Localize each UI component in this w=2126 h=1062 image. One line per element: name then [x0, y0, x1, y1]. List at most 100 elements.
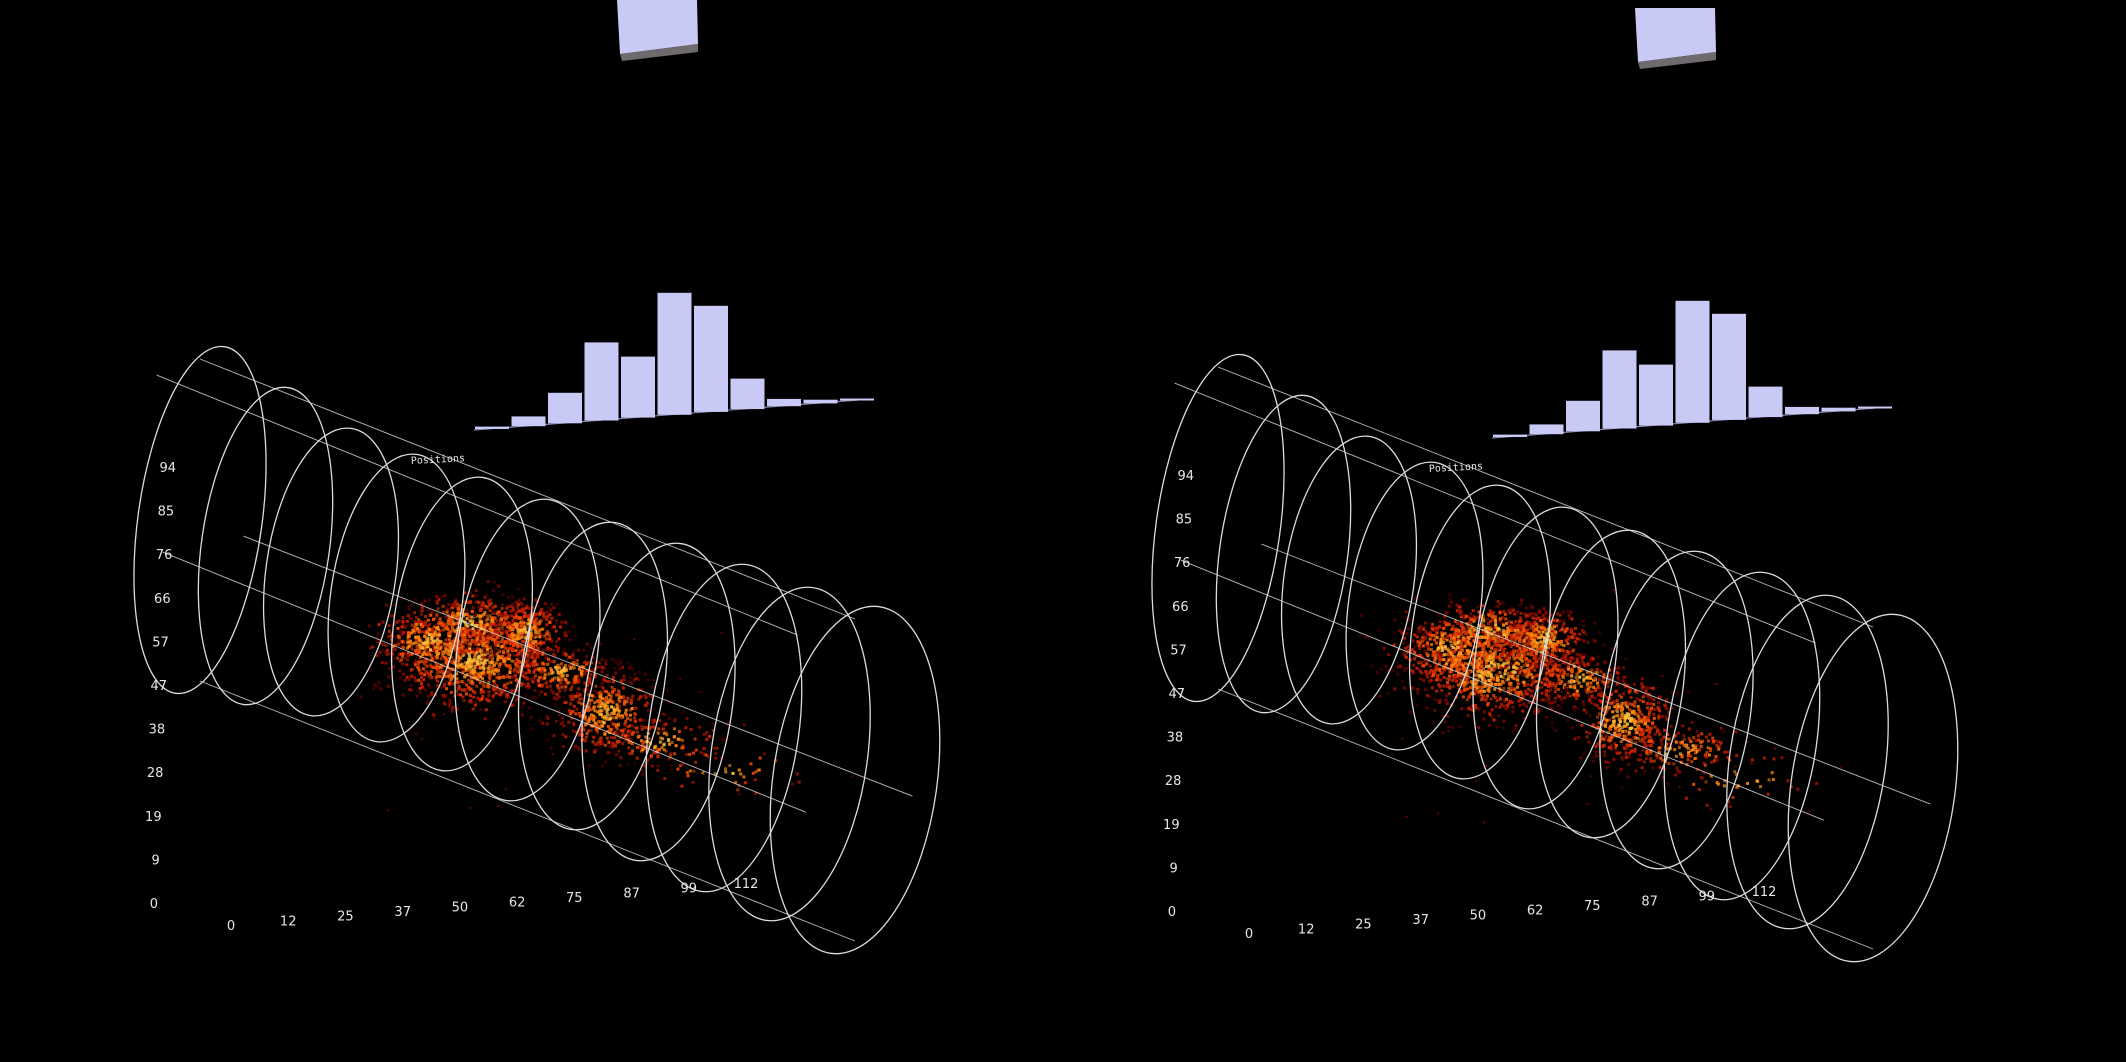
histogram-bar: [840, 398, 874, 401]
cylinder-ring: [581, 542, 736, 862]
horizontal-axis: 0 12 25 37 50 62 75 87 99 112: [1245, 885, 1777, 942]
horizontal-axis: 0 12 25 37 50 62 75 87 99 112: [227, 877, 759, 934]
histogram-bar: [767, 398, 801, 407]
histogram-bar: [1493, 434, 1527, 437]
cylinder-ring: [454, 498, 601, 802]
cylinder-ring: [1345, 461, 1484, 751]
floating-block: [1635, 8, 1716, 69]
histogram-bar: [730, 378, 765, 410]
vertical-tick-label: 57: [152, 635, 169, 650]
horizontal-tick-label: 50: [452, 900, 469, 915]
cylinder-ring: [1408, 484, 1552, 780]
vertical-tick-label: 19: [145, 810, 162, 825]
histogram-bar: [803, 399, 838, 404]
horizontal-tick-label: 75: [566, 891, 583, 906]
histogram-bar: [511, 416, 546, 427]
vertical-tick-label: 47: [1168, 687, 1185, 702]
histogram-bar: [621, 356, 655, 418]
cylinder-ring: [1535, 529, 1687, 839]
histogram-bar: [657, 292, 692, 415]
vertical-tick-label: 66: [154, 592, 171, 607]
histogram-bar: [1675, 300, 1710, 423]
horizontal-tick-label: 37: [394, 905, 411, 920]
vertical-tick-label: 38: [1167, 731, 1184, 746]
horizontal-tick-label: 62: [509, 896, 526, 911]
cylinder-ring: [1726, 594, 1889, 930]
vertical-tick-label: 19: [1163, 818, 1180, 833]
positions-label: Positions: [1429, 461, 1484, 475]
particle-heatmap: [1358, 589, 1843, 824]
horizontal-tick-label: 0: [1245, 927, 1253, 942]
horizontal-tick-label: 0: [227, 919, 235, 934]
cylinder-ring: [769, 605, 941, 955]
vertical-tick-label: 76: [1174, 556, 1191, 571]
right-eye-view[interactable]: 94 85 76 66 57 47 38 28 19 9 0 0 12 25 37 50 62 75 87 99 112…: [1132, 8, 1978, 973]
cylinder-ring: [1663, 571, 1821, 901]
vertical-axis: 94 85 76 66 57 47 38 28 19 9 0: [145, 461, 176, 912]
horizontal-tick-label: 12: [1298, 922, 1315, 937]
vertical-tick-label: 28: [1165, 774, 1182, 789]
histogram-bar: [1785, 406, 1819, 415]
horizontal-tick-label: 87: [1641, 894, 1658, 909]
cylinder-ring: [1599, 550, 1754, 870]
cylinder-ring: [1787, 613, 1959, 963]
histogram-bar: [475, 426, 509, 429]
vertical-tick-label: 38: [149, 723, 166, 738]
histogram-bar: [1712, 313, 1746, 420]
horizontal-tick-label: 75: [1584, 899, 1601, 914]
vertical-tick-label: 94: [159, 461, 176, 476]
horizontal-tick-label: 112: [734, 877, 759, 892]
cylinder-ring: [708, 586, 871, 922]
histogram-bar: [1529, 424, 1564, 435]
vertical-tick-label: 85: [1176, 513, 1193, 528]
floating-block: [617, 0, 698, 61]
vertical-axis: 94 85 76 66 57 47 38 28 19 9 0: [1163, 469, 1194, 920]
histogram-bar: [1748, 386, 1783, 418]
cylinder-wireframe: [133, 345, 941, 955]
horizontal-tick-label: 37: [1412, 913, 1429, 928]
cylinder-ring: [1280, 435, 1418, 725]
vertical-tick-label: 9: [1170, 861, 1178, 876]
vertical-tick-label: 94: [1177, 469, 1194, 484]
vertical-tick-label: 57: [1170, 643, 1187, 658]
cylinder-ring: [197, 386, 334, 706]
cylinder-wireframe: [1151, 353, 1959, 963]
histogram-bar: [548, 392, 582, 424]
cylinder-ring: [327, 453, 466, 743]
vertical-tick-label: 28: [147, 766, 164, 781]
vertical-tick-label: 0: [150, 897, 158, 912]
positions-label: Positions: [411, 453, 466, 467]
horizontal-tick-label: 99: [1699, 890, 1716, 905]
cylinder-ring: [517, 521, 669, 831]
cylinder-ring: [1472, 506, 1619, 810]
horizontal-tick-label: 25: [1355, 918, 1372, 933]
histogram-bar: [694, 305, 728, 412]
left-eye-view[interactable]: 94 85 76 66 57 47 38 28 19 9 0 0 12 25 37 50 62 75 87 99 112…: [114, 0, 960, 965]
cylinder-ring: [1215, 394, 1352, 714]
horizontal-tick-label: 112: [1752, 885, 1777, 900]
histogram: [1491, 300, 1892, 439]
vertical-tick-label: 66: [1172, 600, 1189, 615]
horizontal-tick-label: 12: [280, 914, 297, 929]
horizontal-tick-label: 87: [623, 886, 640, 901]
histogram-bar: [1639, 364, 1673, 426]
histogram-bar: [1858, 406, 1892, 409]
vertical-tick-label: 9: [152, 853, 160, 868]
vertical-tick-label: 47: [150, 679, 167, 694]
vertical-tick-label: 76: [156, 548, 173, 563]
cylinder-ring: [262, 427, 400, 717]
horizontal-tick-label: 25: [337, 910, 354, 925]
cylinder-ring: [645, 563, 803, 893]
horizontal-tick-label: 50: [1470, 908, 1487, 923]
histogram-bar: [1821, 407, 1856, 412]
vertical-tick-label: 0: [1168, 905, 1176, 920]
histogram-bar: [584, 342, 619, 421]
histogram: [473, 292, 874, 431]
cylinder-ring: [133, 345, 267, 695]
cylinder-ring: [390, 476, 534, 772]
vertical-tick-label: 85: [158, 505, 175, 520]
cylinder-ring: [1151, 353, 1285, 703]
horizontal-tick-label: 99: [681, 882, 698, 897]
